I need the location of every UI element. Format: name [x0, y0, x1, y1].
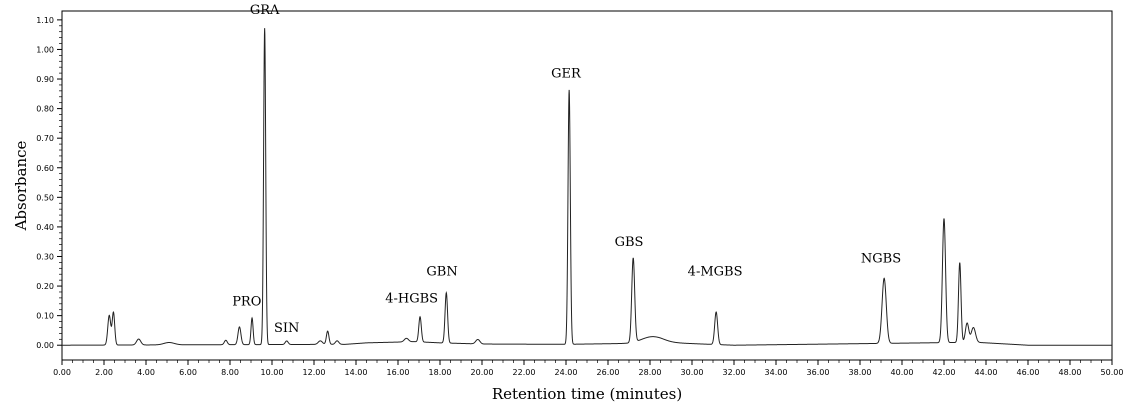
x-tick-label: 6.00 [179, 368, 197, 377]
peak-annotations: GRA PRO SIN 4-HGBS GBN GER GBS 4-MGBS NGBS [232, 3, 901, 336]
peak-label-pro: PRO [232, 294, 261, 309]
x-tick-label: 0.00 [53, 368, 71, 377]
y-tick-label: 0.00 [36, 341, 54, 350]
x-tick-label: 20.00 [471, 368, 494, 377]
x-tick-label: 4.00 [137, 368, 155, 377]
y-tick-label: 0.60 [36, 164, 54, 173]
x-axis-title: Retention time (minutes) [492, 385, 682, 403]
x-tick-label: 40.00 [891, 368, 914, 377]
y-tick-label: 0.30 [36, 252, 54, 261]
x-tick-label: 48.00 [1059, 368, 1082, 377]
peak-label-gbn: GBN [426, 265, 457, 280]
x-tick-label: 22.00 [513, 368, 536, 377]
x-tick-label: 50.00 [1101, 368, 1123, 377]
x-tick-label: 2.00 [95, 368, 113, 377]
x-tick-label: 28.00 [639, 368, 662, 377]
x-tick-label: 24.00 [555, 368, 578, 377]
y-tick-label: 0.40 [36, 223, 54, 232]
x-axis: 0.00 2.00 4.00 6.00 8.00 10.00 12.00 14.00 16.00… [53, 360, 1123, 377]
peak-label-4-hgbs: 4-HGBS [385, 291, 438, 306]
x-tick-label: 46.00 [1017, 368, 1040, 377]
y-tick-label: 0.50 [36, 193, 54, 202]
x-tick-label: 18.00 [429, 368, 452, 377]
x-tick-label: 32.00 [723, 368, 746, 377]
x-tick-label: 26.00 [597, 368, 620, 377]
peak-label-gra: GRA [250, 3, 280, 18]
peak-label-ngbs: NGBS [861, 251, 901, 266]
y-axis: 0.00 0.10 0.20 0.30 0.40 0.50 0.60 0.70 0.80 0.90… [36, 16, 62, 350]
peak-label-gbs: GBS [615, 235, 644, 250]
peak-label-sin: SIN [274, 321, 299, 336]
x-tick-label: 14.00 [345, 368, 368, 377]
x-tick-label: 10.00 [261, 368, 284, 377]
y-tick-label: 1.10 [36, 16, 54, 25]
x-tick-label: 44.00 [975, 368, 998, 377]
peak-label-4-mgbs: 4-MGBS [688, 265, 743, 280]
y-tick-label: 0.80 [36, 105, 54, 114]
x-tick-label: 30.00 [681, 368, 704, 377]
x-tick-label: 36.00 [807, 368, 830, 377]
x-tick-label: 16.00 [387, 368, 410, 377]
x-tick-label: 38.00 [849, 368, 872, 377]
x-tick-label: 8.00 [221, 368, 239, 377]
y-tick-label: 1.00 [36, 45, 54, 54]
y-tick-label: 0.10 [36, 312, 54, 321]
y-tick-label: 0.20 [36, 282, 54, 291]
peak-label-ger: GER [551, 67, 582, 82]
plot-frame [61, 10, 1113, 361]
y-tick-label: 0.90 [36, 75, 54, 84]
y-axis-title: Absorbance [12, 140, 30, 231]
chromatogram-trace [62, 28, 1112, 346]
x-tick-label: 34.00 [765, 368, 788, 377]
y-tick-label: 0.70 [36, 134, 54, 143]
x-tick-label: 42.00 [933, 368, 956, 377]
x-tick-label: 12.00 [303, 368, 326, 377]
